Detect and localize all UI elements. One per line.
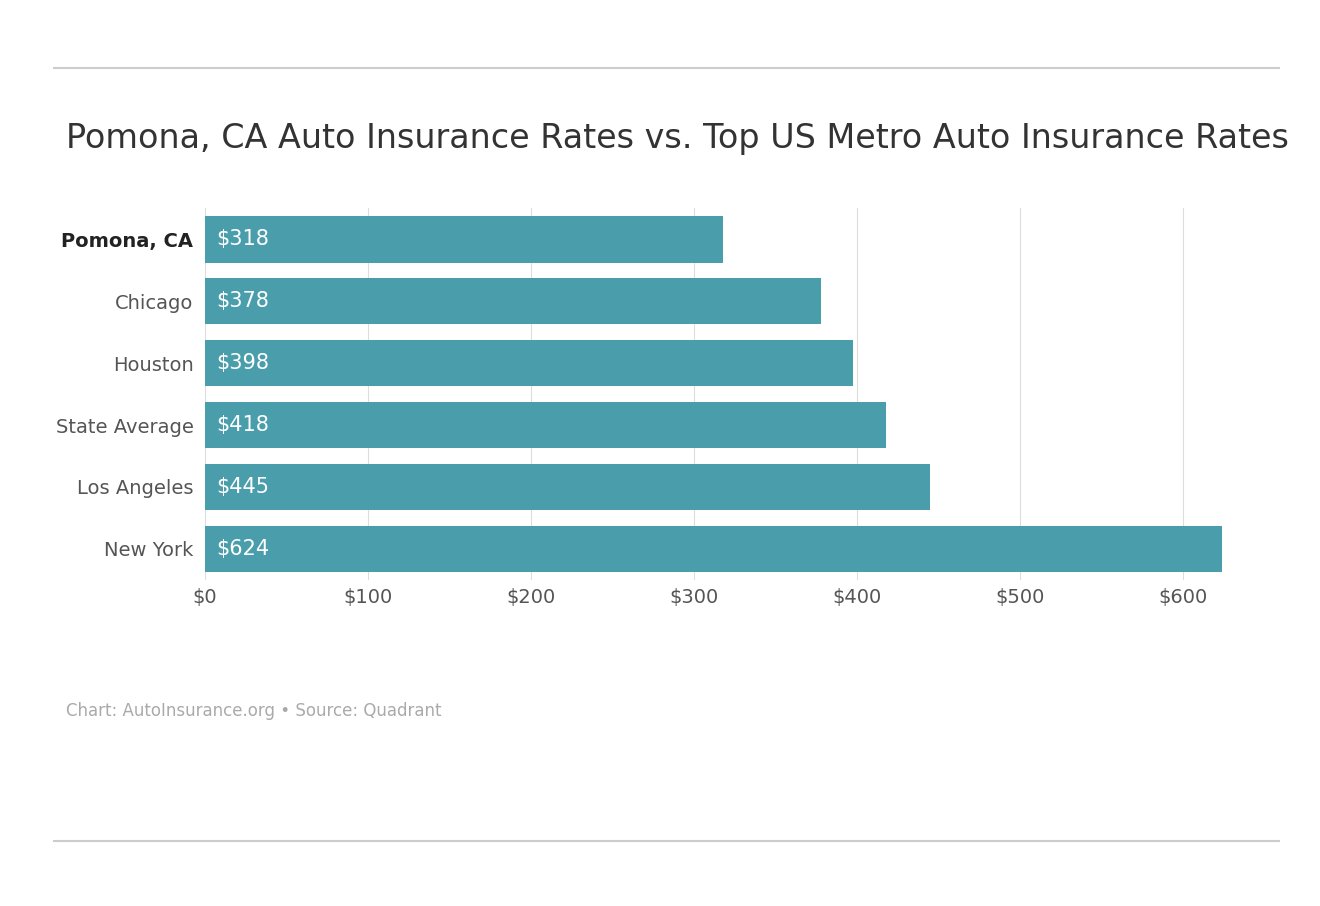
- Bar: [205, 464, 931, 510]
- Bar: [205, 525, 1222, 572]
- Text: $318: $318: [216, 229, 269, 249]
- Bar: [205, 217, 723, 263]
- Text: $398: $398: [216, 353, 269, 373]
- Text: $624: $624: [216, 539, 269, 559]
- Text: $378: $378: [216, 291, 269, 312]
- Text: $418: $418: [216, 415, 269, 435]
- Text: Chart: AutoInsurance.org • Source: Quadrant: Chart: AutoInsurance.org • Source: Quadr…: [66, 702, 441, 720]
- Bar: [205, 278, 821, 324]
- Bar: [205, 402, 886, 448]
- Bar: [205, 340, 853, 386]
- Text: $445: $445: [216, 477, 269, 497]
- Text: Pomona, CA Auto Insurance Rates vs. Top US Metro Auto Insurance Rates: Pomona, CA Auto Insurance Rates vs. Top …: [66, 122, 1288, 155]
